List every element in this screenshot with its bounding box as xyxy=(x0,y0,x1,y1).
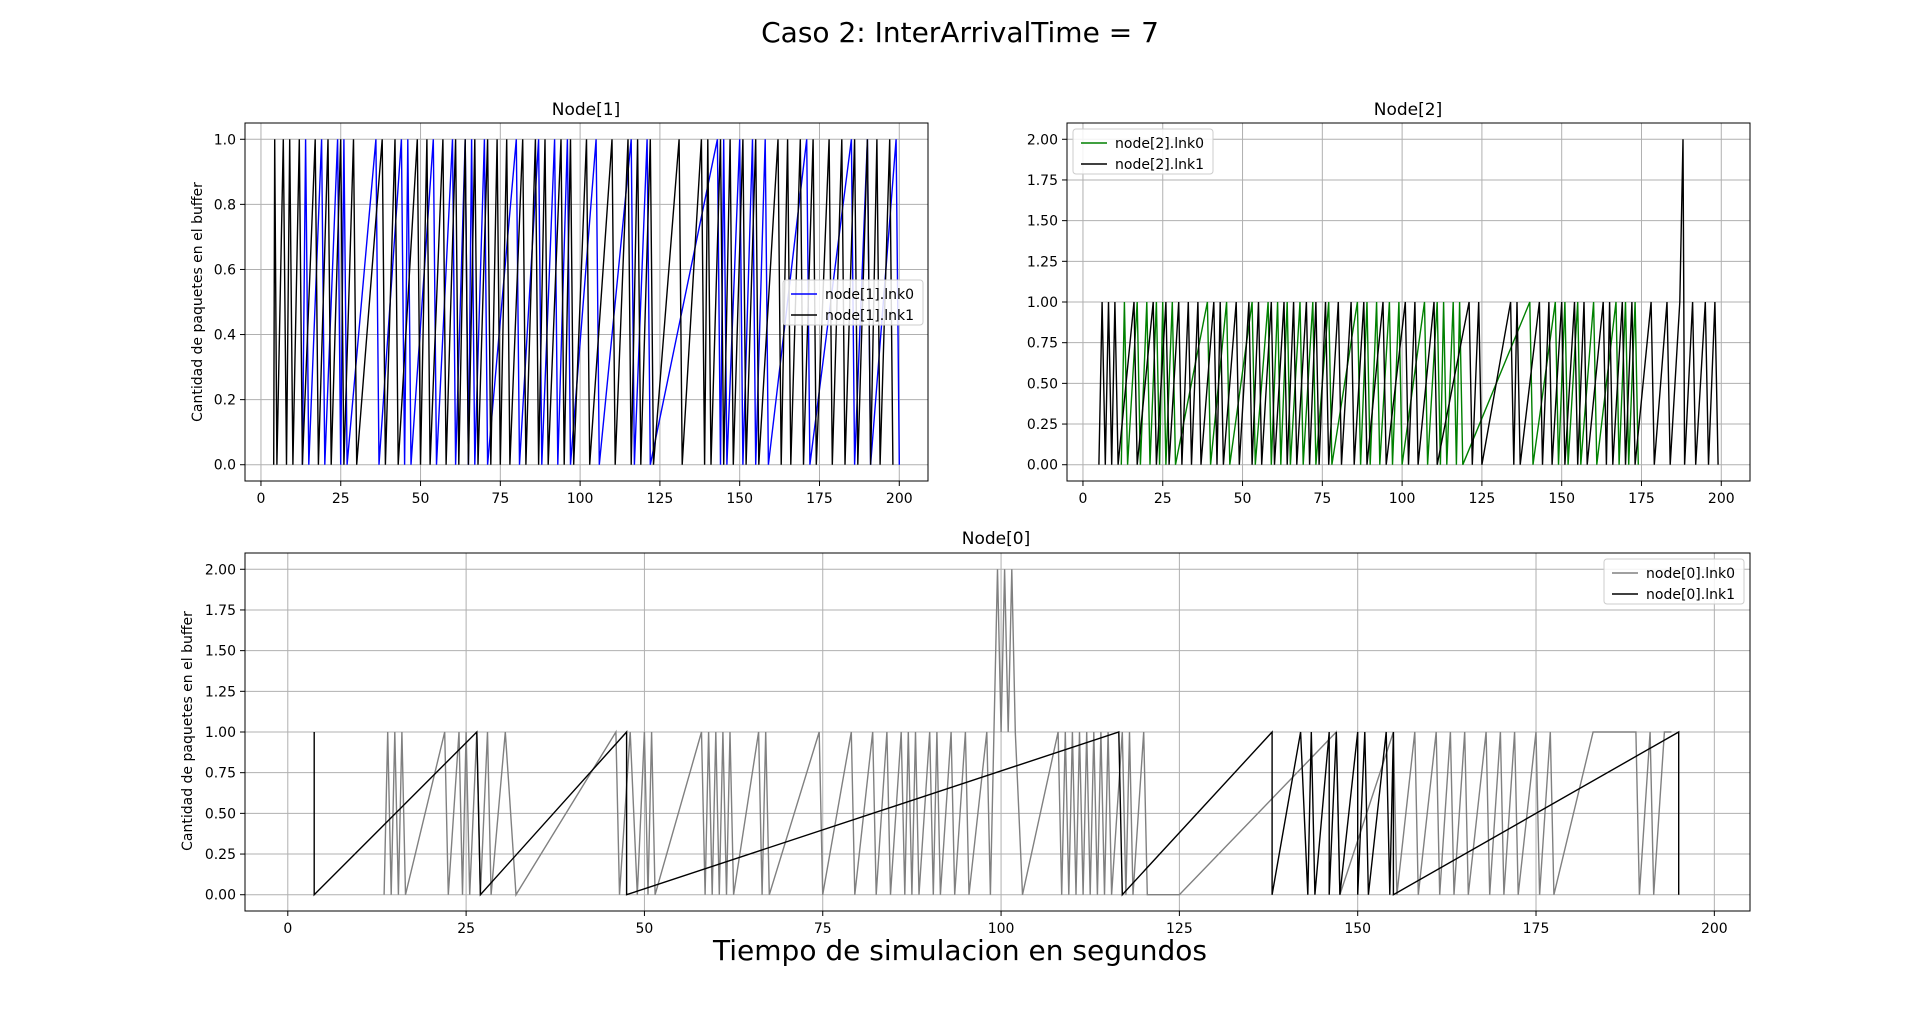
y-tick-label: 1.00 xyxy=(1027,295,1058,311)
y-tick-label: 0.2 xyxy=(214,393,236,409)
legend-label: node[0].lnk0 xyxy=(1646,566,1735,582)
x-tick-label: 125 xyxy=(647,491,674,507)
x-tick-label: 50 xyxy=(1234,491,1252,507)
y-tick-label: 0.8 xyxy=(214,197,236,213)
series-line-node-1--lnk1 xyxy=(273,139,894,465)
figure-title: Caso 2: InterArrivalTime = 7 xyxy=(761,16,1159,49)
y-tick-label: 1.00 xyxy=(205,725,236,741)
x-tick-label: 75 xyxy=(491,491,509,507)
y-tick-label: 2.00 xyxy=(1027,132,1058,148)
plot-node1: Node[1] Cantidad de paquetes en el buffe… xyxy=(190,100,929,507)
y-tick-label: 0.75 xyxy=(205,766,236,782)
y-tick-label: 0.25 xyxy=(1027,417,1058,433)
series-line-node-1--lnk0 xyxy=(301,139,900,465)
series-line-node-2--lnk0 xyxy=(1120,301,1639,465)
legend-label: node[0].lnk1 xyxy=(1646,587,1735,603)
plot-title-node0: Node[0] xyxy=(962,529,1030,549)
y-tick-label: 1.25 xyxy=(205,684,236,700)
legend: node[1].lnk0 node[1].lnk1 xyxy=(782,279,924,326)
x-tick-label: 125 xyxy=(1166,921,1193,937)
x-tick-label: 25 xyxy=(332,491,350,507)
x-tick-label: 100 xyxy=(567,491,594,507)
series-line-node-0--lnk0 xyxy=(383,569,1672,897)
legend-label: node[2].lnk0 xyxy=(1115,136,1204,152)
series-line-node-2--lnk1 xyxy=(1098,139,1719,465)
legend-label: node[2].lnk1 xyxy=(1115,157,1204,173)
y-tick-label: 0.50 xyxy=(205,806,236,822)
x-tick-label: 25 xyxy=(1154,491,1172,507)
y-tick-label: 0.4 xyxy=(214,328,236,344)
x-tick-label: 100 xyxy=(1389,491,1416,507)
legend: node[2].lnk0 node[2].lnk1 xyxy=(1072,128,1214,175)
y-tick-label: 1.0 xyxy=(214,132,236,148)
x-tick-label: 0 xyxy=(283,921,292,937)
x-tick-label: 25 xyxy=(457,921,475,937)
legend: node[0].lnk0 node[0].lnk1 xyxy=(1603,558,1745,605)
legend-box xyxy=(1072,128,1214,175)
axes-frame xyxy=(244,122,929,482)
x-tick-label: 75 xyxy=(1313,491,1331,507)
legend-box xyxy=(1603,558,1745,605)
x-tick-label: 175 xyxy=(806,491,833,507)
y-tick-label: 0.00 xyxy=(1027,458,1058,474)
x-tick-label: 0 xyxy=(1078,491,1087,507)
plot-node2: Node[2] 0 25 50 75 100 125 150 175 200 0.00 0.25 0.… xyxy=(1027,100,1751,507)
y-tick-label: 1.25 xyxy=(1027,254,1058,270)
legend-label: node[1].lnk0 xyxy=(825,287,914,303)
x-tick-label: 100 xyxy=(988,921,1015,937)
plot-title-node1: Node[1] xyxy=(552,100,620,120)
y-tick-label: 1.50 xyxy=(205,644,236,660)
legend-label: node[1].lnk1 xyxy=(825,308,914,324)
x-tick-label: 175 xyxy=(1523,921,1550,937)
x-tick-label: 50 xyxy=(636,921,654,937)
x-axis-label: Tiempo de simulacion en segundos xyxy=(712,934,1207,967)
y-tick-label: 1.75 xyxy=(1027,173,1058,189)
plot-title-node2: Node[2] xyxy=(1374,100,1442,120)
x-tick-label: 200 xyxy=(1708,491,1735,507)
x-tick-label: 125 xyxy=(1469,491,1496,507)
y-axis-label-node0: Cantidad de paquetes en el buffer xyxy=(180,611,196,851)
x-tick-label: 50 xyxy=(412,491,430,507)
y-tick-label: 0.00 xyxy=(205,888,236,904)
x-tick-label: 200 xyxy=(886,491,913,507)
plot-node0: Node[0] Cantidad de paquetes en el buffe… xyxy=(180,529,1751,937)
y-tick-label: 0.25 xyxy=(205,847,236,863)
y-axis-label-node1: Cantidad de paquetes en el buffer xyxy=(190,182,206,422)
y-tick-label: 2.00 xyxy=(205,562,236,578)
x-tick-label: 0 xyxy=(256,491,265,507)
x-tick-label: 150 xyxy=(1548,491,1575,507)
x-tick-label: 150 xyxy=(1344,921,1371,937)
y-tick-label: 1.75 xyxy=(205,603,236,619)
y-tick-label: 0.0 xyxy=(214,458,236,474)
x-tick-label: 150 xyxy=(726,491,753,507)
legend-box xyxy=(782,279,924,326)
x-tick-label: 75 xyxy=(814,921,832,937)
y-tick-label: 0.75 xyxy=(1027,336,1058,352)
series-line-node-0--lnk1 xyxy=(313,730,1680,897)
x-tick-label: 200 xyxy=(1701,921,1728,937)
y-tick-label: 1.50 xyxy=(1027,214,1058,230)
x-tick-label: 175 xyxy=(1628,491,1655,507)
y-tick-label: 0.50 xyxy=(1027,376,1058,392)
y-tick-label: 0.6 xyxy=(214,262,236,278)
